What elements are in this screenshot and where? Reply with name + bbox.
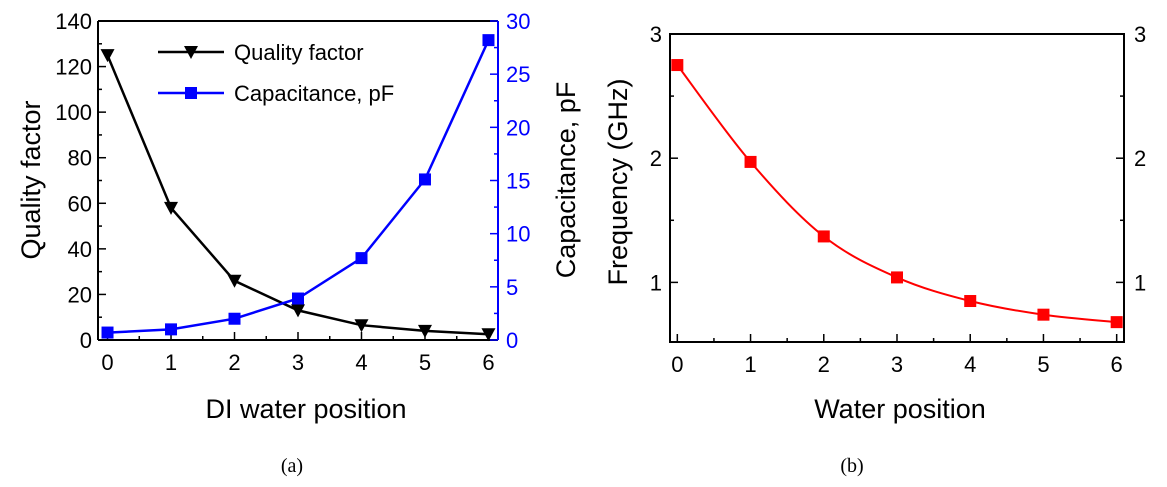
panel-a-xtick-label: 4 <box>355 350 367 375</box>
panel-a: 0 20 40 60 80 100 120 140 0 5 10 15 20 25 30 0 1 2 3 4 5 6 Qua… <box>16 9 581 477</box>
quality-factor-point <box>354 319 369 333</box>
panel-b-ytick-label: 3 <box>650 22 662 47</box>
panel-b-y2tick-label: 2 <box>1134 146 1146 171</box>
capacitance-point <box>482 34 495 47</box>
panel-a-xtick-label: 3 <box>292 350 304 375</box>
panel-a-xlabel: DI water position <box>205 394 406 424</box>
quality-factor-point <box>164 201 179 215</box>
panel-b-xtick-label: 4 <box>964 352 976 377</box>
panel-a-y2tick-label: 15 <box>506 169 530 194</box>
panel-b-y2tick-label: 3 <box>1134 22 1146 47</box>
panel-a-ytick-label: 60 <box>68 191 92 216</box>
capacitance-point <box>418 173 431 186</box>
quality-factor-point <box>481 328 496 342</box>
panel-a-y2tick-label: 25 <box>506 62 530 87</box>
frequency-point <box>964 295 977 308</box>
series-line-frequency <box>676 64 1117 324</box>
panel-a-y2tick-label: 0 <box>506 328 518 353</box>
panel-a-xtick-label: 1 <box>165 350 177 375</box>
panel-b-xtick-label: 3 <box>891 352 903 377</box>
panel-b-xtick-label: 1 <box>744 352 756 377</box>
quality-factor-point <box>417 324 432 338</box>
panel-a-y2tick-label: 30 <box>506 9 530 34</box>
frequency-point <box>817 230 830 243</box>
panel-a-y2tick-label: 5 <box>506 275 518 300</box>
capacitance-point <box>228 312 241 325</box>
panel-b-plot: 1 1 2 2 3 3 0 1 2 3 4 5 6 <box>650 22 1147 377</box>
panel-b-caption: (b) <box>840 455 863 477</box>
quality-factor-point <box>291 304 305 318</box>
panel-a-ytick-label: 40 <box>68 237 92 262</box>
panel-a-ytick-label: 20 <box>68 282 92 307</box>
quality-factor-point <box>100 49 115 63</box>
panel-a-y2label: Capacitance, pF <box>551 82 581 279</box>
panel-a-ytick-label: 100 <box>55 100 92 125</box>
capacitance-point <box>165 323 178 336</box>
panel-a-plot: 0 20 40 60 80 100 120 140 0 5 10 15 20 25 30 0 1 2 3 4 5 6 Qua… <box>55 9 530 375</box>
panel-a-ytick-label: 120 <box>55 55 92 80</box>
panel-a-ylabel: Quality factor <box>16 100 46 259</box>
panel-a-caption: (a) <box>281 455 303 477</box>
capacitance-point <box>101 326 114 339</box>
panel-a-ytick-label: 0 <box>80 328 92 353</box>
panel-a-xtick-label: 5 <box>419 350 431 375</box>
quality-factor-point <box>227 274 242 288</box>
frequency-point <box>1110 316 1123 329</box>
capacitance-point <box>355 252 368 265</box>
panel-a-xtick-label: 6 <box>482 350 494 375</box>
legend-marker-capacitance <box>185 87 197 99</box>
panel-a-xtick-label: 2 <box>228 350 240 375</box>
frequency-point <box>671 59 684 72</box>
panel-a-ytick-label: 140 <box>55 9 92 34</box>
legend-label-capacitance: Capacitance, pF <box>234 81 394 106</box>
panel-a-y2tick-label: 10 <box>506 222 530 247</box>
panel-b-ytick-label: 1 <box>650 270 662 295</box>
capacitance-point <box>292 292 304 305</box>
legend-label-quality-factor: Quality factor <box>234 40 364 65</box>
panel-b-xtick-label: 2 <box>818 352 830 377</box>
panel-a-xtick-label: 0 <box>101 350 113 375</box>
frequency-point <box>744 155 757 168</box>
panel-a-y2tick-label: 20 <box>506 115 530 140</box>
panel-b-xtick-label: 6 <box>1111 352 1123 377</box>
panel-b-xlabel: Water position <box>814 394 986 424</box>
panel-b-xtick-label: 5 <box>1037 352 1049 377</box>
panel-b-xtick-label: 0 <box>671 352 683 377</box>
panel-b: 1 1 2 2 3 3 0 1 2 3 4 5 6 Frequency (GHz) Water posi… <box>603 22 1146 477</box>
frequency-point <box>891 271 903 284</box>
frequency-point <box>1037 308 1050 321</box>
panel-b-ytick-label: 2 <box>650 146 662 171</box>
panel-a-ytick-label: 80 <box>68 146 92 171</box>
panel-b-frame <box>669 33 1125 343</box>
legend-marker-quality-factor <box>184 46 198 59</box>
panel-b-y2tick-label: 1 <box>1134 270 1146 295</box>
panel-b-ylabel: Frequency (GHz) <box>603 78 633 285</box>
